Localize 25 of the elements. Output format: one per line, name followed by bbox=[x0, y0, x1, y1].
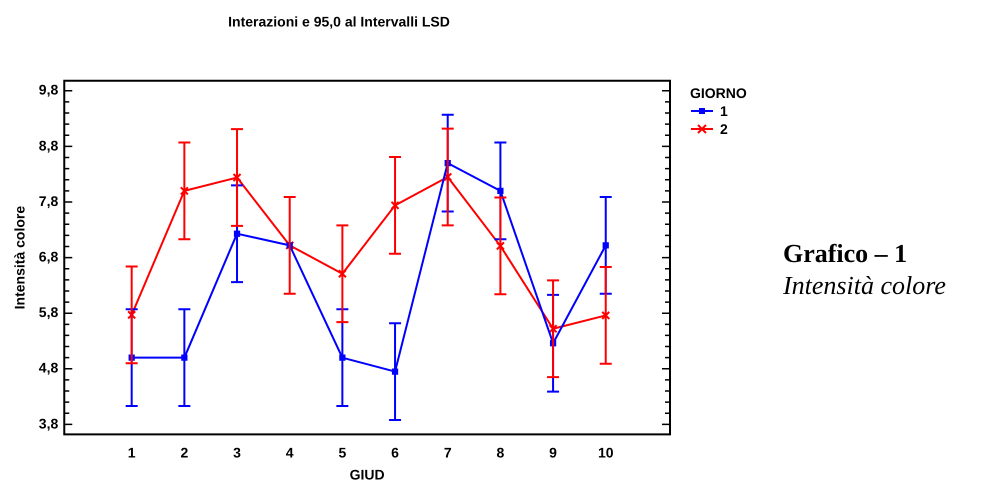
x-tick-label: 7 bbox=[444, 444, 452, 461]
chart-title: Interazioni e 95,0 al Intervalli LSD bbox=[228, 13, 450, 30]
text: Grafico – 1 bbox=[783, 238, 908, 270]
text: Intensità colore bbox=[783, 270, 946, 302]
y-tick-label: 7,8 bbox=[38, 192, 58, 209]
y-tick-label: 3,8 bbox=[38, 415, 58, 432]
y-tick-label: 5,8 bbox=[38, 304, 58, 320]
x-tick-label: 4 bbox=[286, 444, 294, 461]
legend-title: GIORNO bbox=[690, 84, 747, 102]
y-tick-label: 6,8 bbox=[38, 248, 58, 264]
y-axis-title: Intensità colore bbox=[11, 206, 28, 310]
x-tick-label: 3 bbox=[233, 444, 242, 461]
y-tick-label: 9,8 bbox=[38, 82, 58, 98]
x-tick-label: 9 bbox=[549, 444, 558, 461]
legend-label: 1 bbox=[720, 102, 728, 120]
x-tick-label: 8 bbox=[496, 444, 504, 461]
x-tick-label: 1 bbox=[128, 444, 136, 461]
y-tick-label: 8,8 bbox=[38, 137, 58, 154]
x-tick-label: 5 bbox=[338, 444, 346, 461]
x-tick-label: 6 bbox=[391, 444, 400, 461]
x-axis-title: GIUD bbox=[350, 466, 385, 482]
legend-label: 2 bbox=[720, 120, 728, 138]
y-tick-label: 4,8 bbox=[38, 360, 58, 376]
x-tick-label: 10 bbox=[598, 444, 614, 461]
x-tick-label: 2 bbox=[180, 444, 188, 461]
